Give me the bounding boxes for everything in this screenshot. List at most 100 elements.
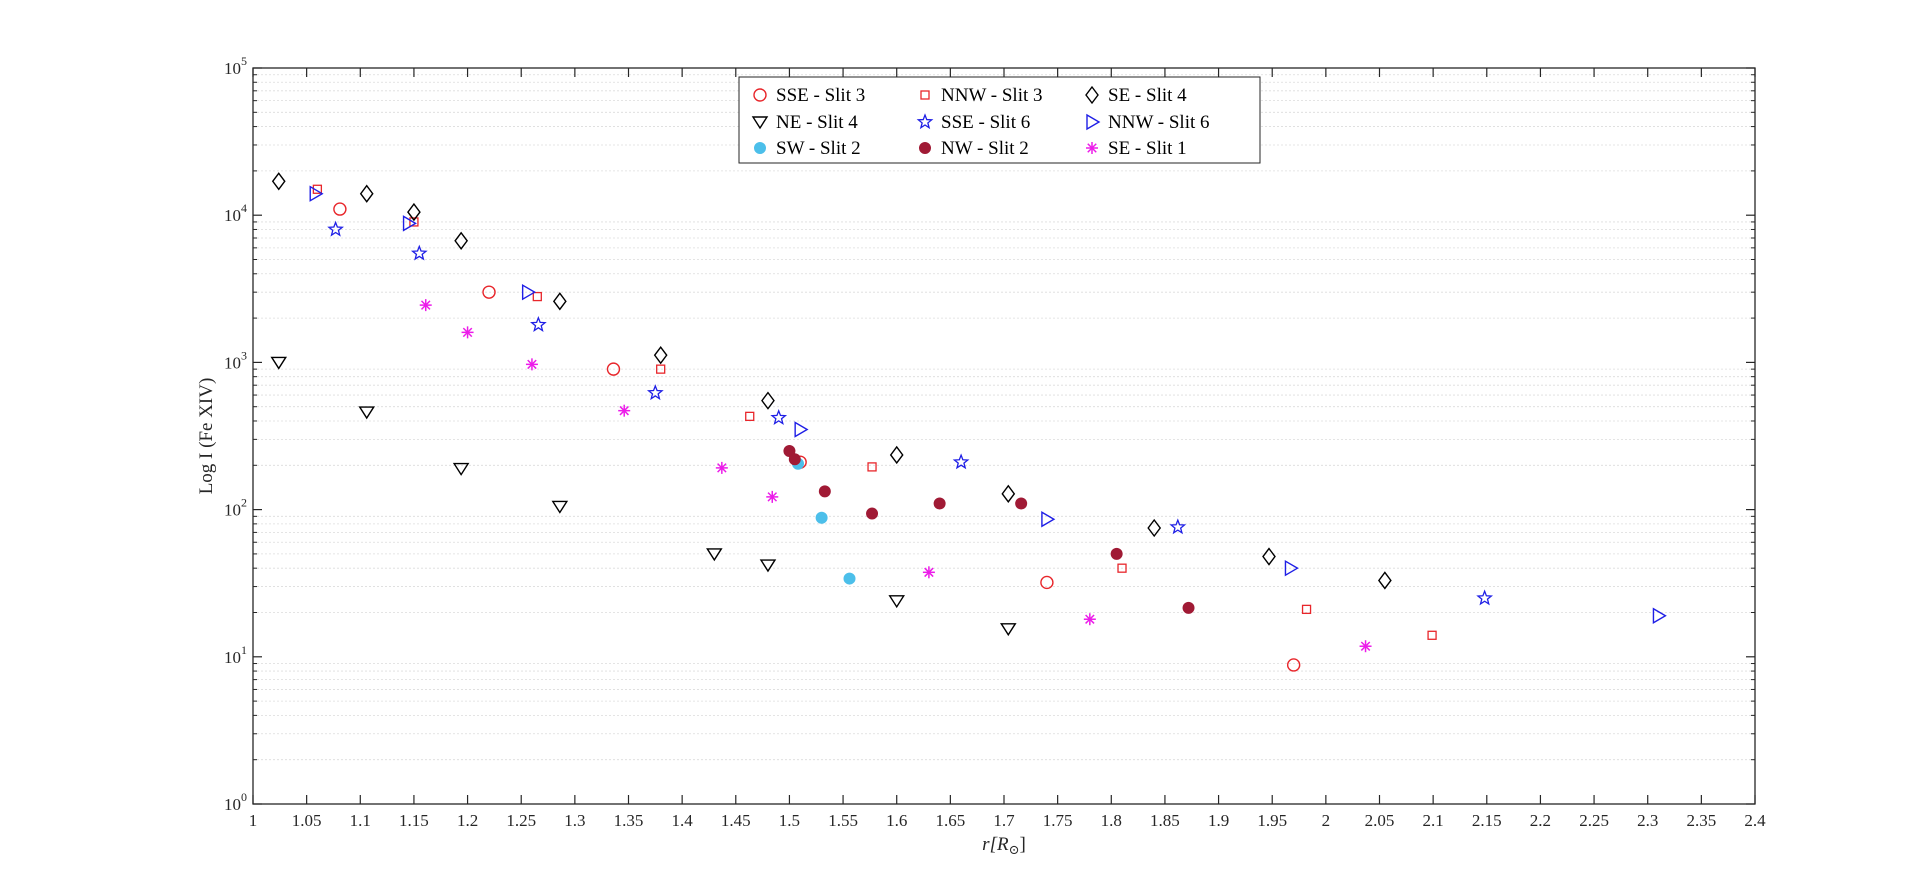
x-tick-label: 2.35 xyxy=(1686,811,1716,830)
x-tick-label: 1.6 xyxy=(886,811,907,830)
x-tick-label: 2.05 xyxy=(1365,811,1395,830)
data-point xyxy=(889,445,904,465)
legend-marker xyxy=(1086,142,1098,154)
data-point xyxy=(933,497,946,510)
y-tick-label: 105 xyxy=(224,54,247,78)
data-point xyxy=(1652,607,1667,624)
legend-marker xyxy=(754,142,766,154)
y-tick-exponent: 3 xyxy=(241,348,247,362)
data-point xyxy=(759,559,777,573)
data-point xyxy=(843,572,856,585)
data-point xyxy=(715,461,728,474)
data-point xyxy=(952,453,970,470)
data-point xyxy=(766,490,779,503)
data-point xyxy=(1301,604,1312,615)
data-point xyxy=(1110,547,1123,560)
data-point xyxy=(1040,575,1054,590)
y-tick-label: 100 xyxy=(224,790,247,814)
legend-entry-label: NW - Slit 2 xyxy=(941,138,1029,159)
series-group xyxy=(327,220,1494,606)
x-tick-label: 1.25 xyxy=(506,811,536,830)
y-tick-exponent: 4 xyxy=(241,201,247,215)
y-tick-base: 10 xyxy=(224,206,241,225)
data-point xyxy=(552,292,567,311)
data-point xyxy=(452,462,470,476)
axis-ticks xyxy=(252,67,1756,805)
x-tick-label: 2.2 xyxy=(1530,811,1551,830)
x-tick-label: 1.4 xyxy=(672,811,694,830)
legend-entry-label: SSE - Slit 6 xyxy=(941,112,1030,133)
data-point xyxy=(867,462,877,472)
x-tick-label: 2.15 xyxy=(1472,811,1502,830)
y-axis-label: Log I (Fe XIV) xyxy=(196,378,217,495)
x-tick-label: 2.4 xyxy=(1744,811,1766,830)
data-point xyxy=(402,215,417,232)
x-tick-label: 1.75 xyxy=(1043,811,1073,830)
series-group xyxy=(312,184,1437,640)
y-tick-label: 104 xyxy=(224,201,247,225)
data-point xyxy=(1083,613,1096,626)
data-point xyxy=(1041,511,1056,528)
y-tick-base: 10 xyxy=(224,648,241,667)
data-point xyxy=(551,500,569,514)
x-tick-label: 1.45 xyxy=(721,811,751,830)
y-tick-base: 10 xyxy=(224,795,241,814)
legend-entry-label: SE - Slit 1 xyxy=(1108,138,1187,159)
x-tick-label: 2.1 xyxy=(1423,811,1444,830)
x-axis-label: r[R⊙] xyxy=(982,834,1026,857)
x-tick-label: 1 xyxy=(249,811,258,830)
y-tick-exponent: 0 xyxy=(241,790,247,804)
plot-area xyxy=(252,67,1756,805)
legend-entry-label: NNW - Slit 6 xyxy=(1108,112,1210,133)
y-tick-base: 10 xyxy=(224,501,241,520)
series-group xyxy=(333,202,1301,672)
legend-entry-label: SW - Slit 2 xyxy=(776,138,861,159)
legend-marker xyxy=(919,142,931,154)
y-tick-exponent: 5 xyxy=(241,54,247,68)
y-tick-label: 102 xyxy=(224,496,247,520)
x-tick-label: 1.9 xyxy=(1208,811,1229,830)
legend-marker xyxy=(753,88,767,102)
data-point xyxy=(815,511,828,524)
legend-entry-label: SSE - Slit 3 xyxy=(776,85,865,106)
data-point xyxy=(333,202,347,216)
y-tick-exponent: 1 xyxy=(241,643,247,657)
asterisk-stroke xyxy=(767,492,778,502)
x-tick-label: 1.2 xyxy=(457,811,478,830)
asterisk-stroke xyxy=(619,405,629,416)
data-point xyxy=(866,507,879,520)
data-point xyxy=(521,283,537,301)
x-axis-label-close: ] xyxy=(1019,834,1025,855)
y-tick-base: 10 xyxy=(224,59,241,78)
series-group xyxy=(792,457,856,585)
data-point xyxy=(1117,563,1127,573)
data-point xyxy=(410,244,428,261)
data-point xyxy=(606,362,621,376)
data-point xyxy=(1427,630,1437,640)
asterisk-stroke xyxy=(717,463,727,473)
x-tick-label: 1.3 xyxy=(564,811,585,830)
x-tick-label: 1.15 xyxy=(399,811,429,830)
data-point xyxy=(1169,518,1187,535)
x-tick-label: 2.25 xyxy=(1579,811,1609,830)
data-point xyxy=(788,453,801,466)
x-tick-label: 1.1 xyxy=(350,811,371,830)
data-point xyxy=(761,391,775,410)
series-group xyxy=(270,356,1017,637)
data-point xyxy=(482,285,496,299)
x-tick-label: 1.5 xyxy=(779,811,800,830)
legend-entry-label: SE - Slit 4 xyxy=(1108,85,1187,106)
data-point xyxy=(656,364,666,374)
x-axis-label-subscript: ⊙ xyxy=(1009,842,1020,857)
legend: SSE - Slit 3 NNW - Slit 3 SE - Slit 4 NE - … xyxy=(738,76,1261,164)
x-axis-label-main: r[R xyxy=(982,834,1009,855)
asterisk-stroke xyxy=(420,300,431,310)
data-point xyxy=(271,172,286,191)
data-point xyxy=(653,345,668,365)
legend-box xyxy=(738,76,1261,164)
grid-lines xyxy=(253,74,1755,761)
legend-marker xyxy=(920,90,930,100)
data-point xyxy=(706,548,723,562)
series-group xyxy=(271,172,1392,590)
data-point xyxy=(1262,547,1276,566)
